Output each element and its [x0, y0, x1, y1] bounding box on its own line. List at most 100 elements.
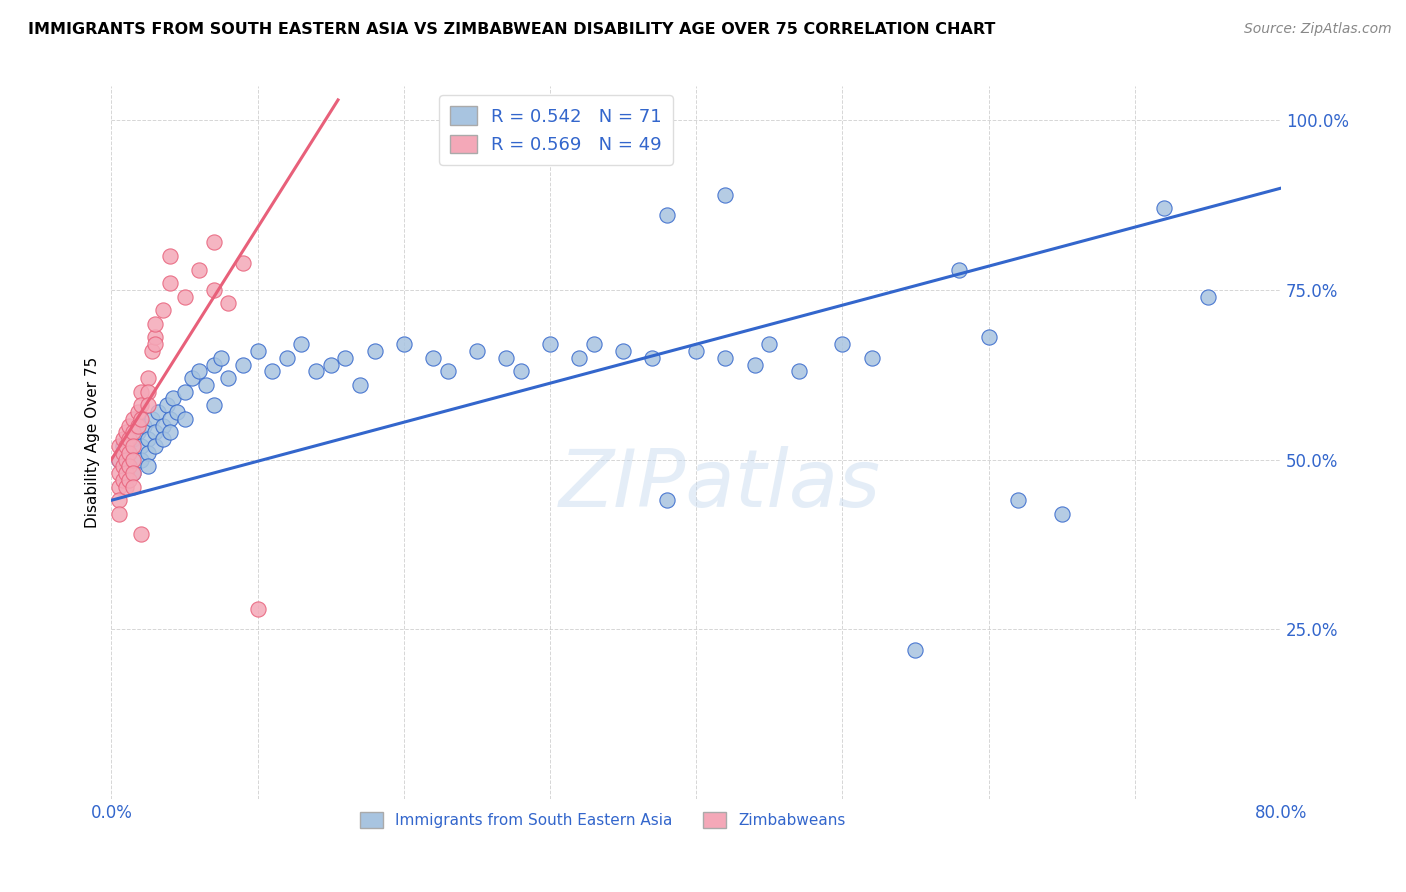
Point — [115, 439, 138, 453]
Point — [118, 432, 141, 446]
Point — [232, 256, 254, 270]
Point — [831, 337, 853, 351]
Point — [107, 507, 129, 521]
Point — [107, 439, 129, 453]
Point — [107, 493, 129, 508]
Text: IMMIGRANTS FROM SOUTH EASTERN ASIA VS ZIMBABWEAN DISABILITY AGE OVER 75 CORRELAT: IMMIGRANTS FROM SOUTH EASTERN ASIA VS ZI… — [28, 22, 995, 37]
Point — [115, 446, 138, 460]
Point — [188, 262, 211, 277]
Point — [143, 330, 166, 344]
Point — [612, 343, 634, 358]
Point — [173, 384, 195, 399]
Point — [143, 439, 166, 453]
Point — [122, 425, 145, 440]
Point — [159, 412, 181, 426]
Point — [641, 351, 664, 365]
Point — [180, 371, 202, 385]
Point — [246, 343, 269, 358]
Point — [217, 371, 239, 385]
Point — [152, 432, 174, 446]
Point — [685, 343, 707, 358]
Point — [115, 480, 138, 494]
Point — [202, 283, 225, 297]
Point — [209, 351, 232, 365]
Point — [115, 452, 138, 467]
Point — [159, 249, 181, 263]
Point — [141, 343, 163, 358]
Point — [787, 364, 810, 378]
Point — [129, 384, 152, 399]
Point — [132, 418, 155, 433]
Point — [173, 290, 195, 304]
Point — [129, 398, 152, 412]
Point — [319, 358, 342, 372]
Point — [1050, 507, 1073, 521]
Point — [262, 364, 284, 378]
Point — [655, 493, 678, 508]
Point — [246, 602, 269, 616]
Point — [495, 351, 517, 365]
Point — [904, 642, 927, 657]
Point — [714, 188, 737, 202]
Point — [141, 412, 163, 426]
Point — [156, 398, 179, 412]
Point — [276, 351, 298, 365]
Point — [436, 364, 458, 378]
Point — [127, 418, 149, 433]
Point — [112, 432, 135, 446]
Point — [159, 276, 181, 290]
Point — [349, 378, 371, 392]
Point — [166, 405, 188, 419]
Point — [538, 337, 561, 351]
Point — [118, 446, 141, 460]
Point — [568, 351, 591, 365]
Point — [115, 425, 138, 440]
Point — [107, 452, 129, 467]
Point — [290, 337, 312, 351]
Point — [136, 371, 159, 385]
Point — [107, 452, 129, 467]
Text: ZIPatlas: ZIPatlas — [558, 446, 880, 524]
Point — [122, 412, 145, 426]
Point — [202, 398, 225, 412]
Point — [118, 418, 141, 433]
Point — [115, 466, 138, 480]
Point — [122, 432, 145, 446]
Point — [112, 446, 135, 460]
Point — [136, 398, 159, 412]
Point — [129, 527, 152, 541]
Point — [162, 392, 184, 406]
Point — [143, 337, 166, 351]
Point — [112, 473, 135, 487]
Point — [122, 439, 145, 453]
Point — [143, 425, 166, 440]
Point — [136, 432, 159, 446]
Point — [1007, 493, 1029, 508]
Point — [1197, 290, 1219, 304]
Point — [335, 351, 357, 365]
Point — [744, 358, 766, 372]
Point — [195, 378, 218, 392]
Point — [118, 459, 141, 474]
Point — [107, 466, 129, 480]
Point — [202, 235, 225, 250]
Point — [465, 343, 488, 358]
Point — [127, 425, 149, 440]
Point — [758, 337, 780, 351]
Point — [392, 337, 415, 351]
Point — [122, 466, 145, 480]
Point — [655, 208, 678, 222]
Point — [136, 459, 159, 474]
Point — [136, 446, 159, 460]
Text: Source: ZipAtlas.com: Source: ZipAtlas.com — [1244, 22, 1392, 37]
Point — [159, 425, 181, 440]
Point — [977, 330, 1000, 344]
Point — [1153, 202, 1175, 216]
Point — [148, 405, 170, 419]
Point — [107, 480, 129, 494]
Point — [217, 296, 239, 310]
Point — [173, 412, 195, 426]
Point — [152, 303, 174, 318]
Point — [122, 466, 145, 480]
Point — [232, 358, 254, 372]
